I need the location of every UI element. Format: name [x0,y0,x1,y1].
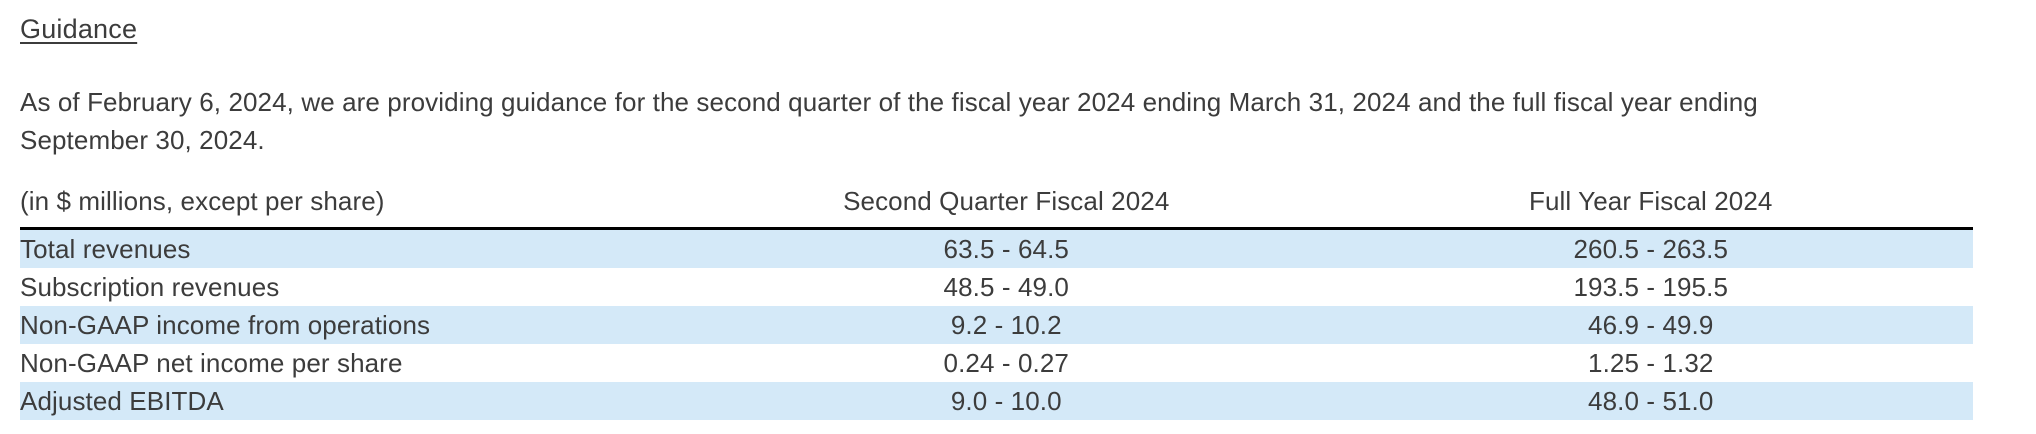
table-row-subscription-revenues: Subscription revenues 48.5 - 49.0 193.5 … [20,268,1973,306]
column-header-q2: Second Quarter Fiscal 2024 [684,186,1329,230]
document-page: Guidance As of February 6, 2024, we are … [20,14,1973,420]
row-label: Non-GAAP income from operations [20,309,431,340]
row-fy-value: 260.5 - 263.5 [1573,233,1729,264]
unit-note: (in $ millions, except per share) [20,186,685,230]
page-title: Guidance [20,14,138,44]
guidance-table-body: Total revenues 63.5 - 64.5 260.5 - 263.5… [20,228,1973,420]
guidance-table: (in $ millions, except per share) Second… [20,186,1973,420]
row-q2-value: 9.0 - 10.0 [950,385,1062,416]
row-q2-value: 0.24 - 0.27 [943,347,1069,378]
row-label: Total revenues [20,233,191,264]
column-header-fy: Full Year Fiscal 2024 [1328,186,1973,230]
row-q2-value: 9.2 - 10.2 [950,309,1062,340]
row-label: Subscription revenues [20,271,280,302]
table-row-non-gaap-net-income-per-share: Non-GAAP net income per share 0.24 - 0.2… [20,344,1973,382]
table-row-total-revenues: Total revenues 63.5 - 64.5 260.5 - 263.5 [20,228,1973,268]
row-q2-value: 63.5 - 64.5 [943,233,1069,264]
row-label: Non-GAAP net income per share [20,347,403,378]
row-fy-value: 1.25 - 1.32 [1588,347,1714,378]
row-label: Adjusted EBITDA [20,385,224,416]
header-row: (in $ millions, except per share) Second… [20,186,1973,230]
row-q2-value: 48.5 - 49.0 [943,271,1069,302]
row-fy-value: 193.5 - 195.5 [1573,271,1729,302]
row-fy-value: 48.0 - 51.0 [1588,385,1714,416]
row-fy-value: 46.9 - 49.9 [1588,309,1714,340]
intro-paragraph: As of February 6, 2024, we are providing… [20,87,1758,155]
table-row-non-gaap-income-from-operations: Non-GAAP income from operations 9.2 - 10… [20,306,1973,344]
guidance-table-header: (in $ millions, except per share) Second… [20,186,1973,230]
table-row-adjusted-ebitda: Adjusted EBITDA 9.0 - 10.0 48.0 - 51.0 [20,382,1973,420]
